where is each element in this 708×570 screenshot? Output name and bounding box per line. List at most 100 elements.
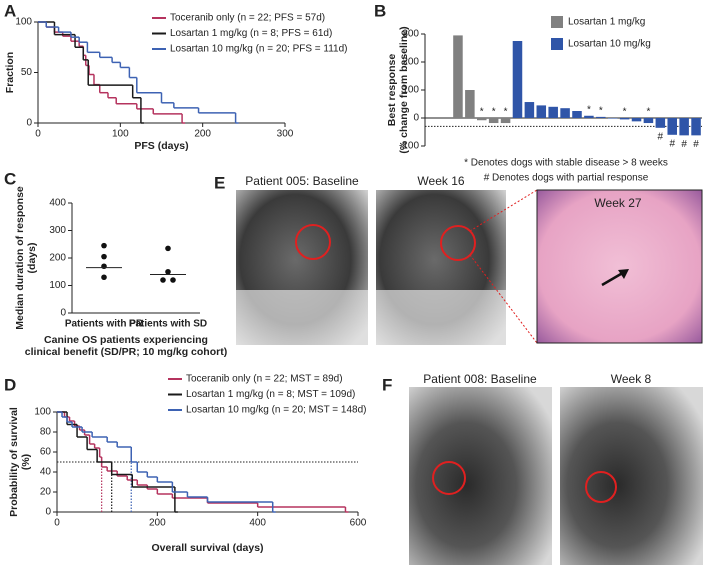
x-tick-label: 200 [194,129,211,140]
y-tick-label: 300 [402,29,419,40]
y-tick-label: 0 [45,507,51,518]
legend-swatch [551,38,563,50]
data-point [165,245,171,252]
data-point [170,277,176,283]
bar [572,111,582,118]
y-tick-label: 20 [40,487,52,498]
bar [512,41,523,118]
bar [524,102,535,118]
bar-marker: * [587,104,591,115]
bar-marker: * [623,107,627,118]
y-tick-label: 0 [413,113,419,124]
y-tick-label: 100 [402,85,419,96]
x-axis-title: Canine OS patients experiencing [44,334,208,346]
x-tick-label: Patients with SD [129,319,207,330]
panel-label: F [382,375,392,394]
legend-label: Toceranib only (n = 22; MST = 89d) [186,374,343,385]
x-tick-label: 600 [350,518,367,529]
zoom-connector [469,189,538,232]
y-tick-label: 100 [34,407,51,418]
x-axis-title: Overall survival (days) [151,542,263,554]
bar [655,118,666,128]
histology-image [536,189,703,344]
bar [536,105,547,118]
bar [477,118,487,121]
bar [560,108,570,118]
lesion-circle [432,461,466,495]
bar [548,106,558,118]
image-caption: Patient 008: Baseline [423,372,537,386]
y-tick-label: 300 [49,225,66,236]
bar [667,118,677,135]
y-tick-label: 60 [40,447,52,458]
y-tick-label: 400 [49,198,66,209]
xray-image [560,387,703,565]
y-tick-label: 100 [15,17,32,28]
data-point [165,268,171,275]
image-caption: Week 16 [417,174,464,188]
bar [643,118,654,124]
y-tick-label: -100 [399,141,419,152]
x-tick-label: 400 [249,518,266,529]
x-tick-label: 100 [112,129,129,140]
panel-label: C [4,169,16,188]
y-axis-title: (%) [20,454,32,470]
bar-marker: # [681,139,687,150]
x-tick-label: 300 [277,129,294,140]
legend-label: Losartan 10 mg/kg (n = 20; PFS = 111d) [170,44,348,55]
xray-image [409,387,552,565]
bar-marker: # [658,131,664,142]
bar-marker: # [669,138,675,149]
image-caption: Patient 005: Baseline [245,174,359,188]
y-tick-label: 200 [402,57,419,68]
xray-shadow [376,290,506,345]
x-tick-label: 200 [149,518,166,529]
image-caption: Week 27 [594,196,641,210]
y-axis-title: (days) [26,243,38,274]
bar-marker: # [693,139,699,150]
bar [596,116,606,118]
data-point [101,253,107,260]
y-tick-label: 40 [40,467,52,478]
y-tick-label: 0 [26,118,32,129]
bar [691,118,701,136]
bar-marker: * [646,107,650,118]
x-axis-title: PFS (days) [134,140,188,152]
x-tick-label: 0 [35,129,41,140]
legend-label: Toceranib only (n = 22; PFS = 57d) [170,13,325,24]
bar [679,118,689,136]
image-caption: Week 8 [611,372,652,386]
y-axis-title: Probability of survival [8,407,20,517]
y-tick-label: 0 [60,308,66,319]
bar [607,118,618,119]
bar [631,118,642,122]
legend-swatch [551,16,563,28]
y-axis-title: Fraction [4,52,16,93]
footnote: # Denotes dogs with partial response [484,173,649,184]
bar-marker: * [480,107,484,118]
bar-marker: * [492,107,496,118]
data-point [160,277,166,283]
panel-label: A [4,1,16,20]
lesion-circle [440,225,476,261]
bar [488,118,499,124]
panel-label: D [4,375,16,394]
y-tick-label: 100 [49,280,66,291]
y-axis-title: Best response [386,54,398,127]
bar [453,35,463,118]
data-point [101,274,107,281]
lesion-circle [585,471,617,503]
data-point [101,263,107,270]
bar-marker: * [504,107,508,118]
lesion-circle [295,224,331,260]
y-tick-label: 80 [40,427,52,438]
y-tick-label: 200 [49,253,66,264]
data-point [101,242,107,249]
legend-label: Losartan 10 mg/kg (n = 20; MST = 148d) [186,405,366,416]
y-axis-title: (% change from baseline) [398,26,410,153]
bar-marker: * [599,106,603,117]
legend-label: Losartan 1 mg/kg (n = 8; MST = 109d) [186,389,355,400]
legend-label: Losartan 1 mg/kg (n = 8; PFS = 61d) [170,28,332,39]
